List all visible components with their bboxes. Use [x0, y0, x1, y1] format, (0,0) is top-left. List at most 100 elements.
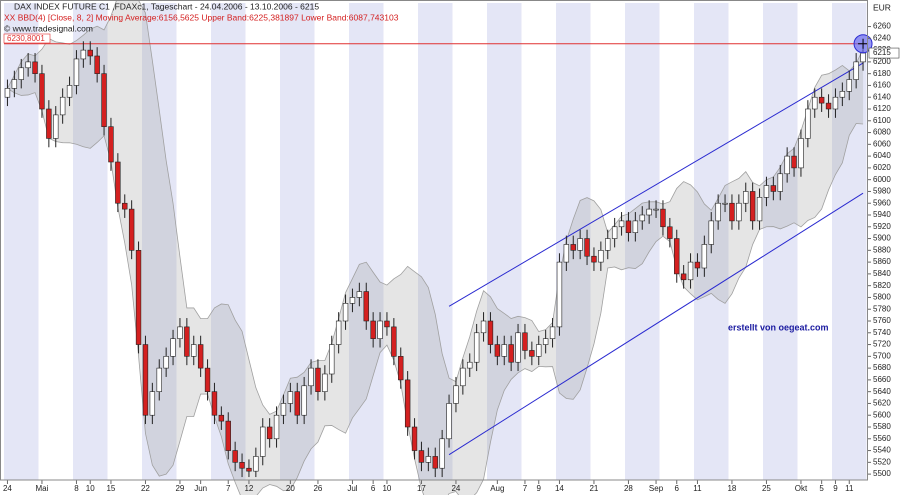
candle-body — [480, 320, 487, 334]
candle-body — [494, 344, 501, 357]
y-tick-label: 5980 — [873, 187, 891, 196]
y-tick-label: 5800 — [873, 293, 891, 302]
candle-body — [694, 261, 701, 269]
x-tick-label: 9 — [537, 484, 542, 493]
candle-body — [777, 173, 783, 192]
candle-body — [32, 61, 38, 74]
candle-body — [515, 332, 521, 363]
candle-body — [11, 79, 18, 89]
week-stripes — [4, 3, 867, 480]
candle-body — [315, 367, 321, 392]
y-tick-label: 5540 — [873, 446, 891, 455]
candle-body — [39, 73, 45, 110]
y-tick-label: 6100 — [873, 116, 891, 125]
week-stripe — [487, 3, 522, 480]
x-tick-label: 26 — [313, 484, 322, 493]
candle-body — [342, 303, 349, 322]
bands — [7, 0, 864, 495]
y-tick-label: 5760 — [873, 316, 891, 325]
candle-body — [239, 462, 245, 469]
y-tick-label: 5720 — [873, 340, 891, 349]
candle-body — [356, 291, 363, 298]
channel-line — [448, 192, 864, 456]
candle-body — [460, 367, 466, 387]
y-tick-label: 5560 — [873, 434, 891, 443]
x-tick-label: 15 — [106, 484, 115, 493]
y-tick-label: 6160 — [873, 81, 891, 90]
candle-body — [260, 426, 266, 457]
y-tick-label: 5500 — [873, 469, 891, 478]
y-tick-label: 6060 — [873, 139, 891, 148]
candle-body — [853, 61, 859, 80]
candle-body — [522, 332, 528, 351]
x-tick-label: 14 — [555, 484, 564, 493]
candle-body — [439, 438, 445, 469]
y-tick-label: 5640 — [873, 387, 891, 396]
candle-body — [101, 73, 107, 127]
candle-body — [322, 373, 328, 392]
x-tick-label: 7 — [523, 484, 528, 493]
candle-body — [618, 220, 625, 228]
candle-body — [577, 238, 583, 251]
candle-body — [280, 403, 287, 416]
candle-body — [232, 450, 238, 463]
candle-body — [770, 185, 777, 192]
candle-body — [605, 238, 611, 251]
x-tick-label: 8 — [74, 484, 79, 493]
x-tick-label: 12 — [244, 484, 253, 493]
y-axis-label: EUR — [873, 2, 891, 12]
candle-body — [625, 220, 632, 233]
y-tick-label: 5960 — [873, 198, 891, 207]
candle-body — [542, 338, 549, 345]
annotation: erstellt von oegeat.com — [728, 322, 829, 332]
candle-body — [398, 356, 404, 381]
candle-body — [736, 202, 742, 222]
x-tick-label: 9 — [833, 484, 838, 493]
chart-title: DAX INDEX FUTURE C1 ,FDAXc1, Tageschart … — [14, 1, 319, 11]
candle-body — [687, 261, 694, 281]
candle-body — [87, 49, 93, 57]
x-tick-label: 24 — [3, 484, 12, 493]
candle-body — [115, 161, 121, 204]
y-tick-label: 5700 — [873, 351, 891, 360]
candle-body — [46, 108, 52, 139]
x-tick-label: 25 — [762, 484, 771, 493]
level-label-box — [3, 33, 51, 44]
candle-body — [301, 385, 307, 416]
x-tick-label: 28 — [624, 484, 633, 493]
candle-body — [384, 320, 390, 328]
candle-body — [170, 338, 176, 357]
upper-band — [7, 0, 864, 415]
y-tick-label: 5580 — [873, 422, 891, 431]
y-tick-label: 5900 — [873, 234, 891, 243]
candle-body — [294, 391, 300, 416]
candle-body — [715, 202, 721, 222]
candle-body — [667, 226, 673, 239]
candle-body — [563, 244, 570, 263]
x-tick-label: 18 — [727, 484, 736, 493]
candle-body — [287, 391, 294, 404]
candle-body — [674, 238, 680, 275]
candle-body — [501, 344, 507, 357]
candle-body — [246, 467, 252, 472]
x-tick-label: 11 — [845, 484, 854, 493]
candle-body — [142, 344, 149, 416]
candle-body — [253, 456, 259, 472]
candle-body — [370, 320, 376, 339]
candle-body — [660, 208, 666, 228]
x-tick-label: 10 — [382, 484, 391, 493]
plot-frame — [0, 0, 868, 481]
candle-body — [418, 450, 425, 463]
chart-subtitle: XX BBD(4) [Close, 8, 2] Moving Average:6… — [4, 12, 399, 22]
y-tick-label: 6200 — [873, 57, 891, 66]
y-tick-label: 5620 — [873, 399, 891, 408]
x-tick-label: 6 — [371, 484, 376, 493]
candle-body — [570, 244, 576, 251]
candle-body — [825, 102, 832, 110]
candle-body — [94, 55, 100, 74]
candle-body — [584, 238, 590, 257]
candle-body — [611, 226, 618, 239]
candle-body — [639, 214, 645, 222]
candle-body — [191, 344, 197, 357]
